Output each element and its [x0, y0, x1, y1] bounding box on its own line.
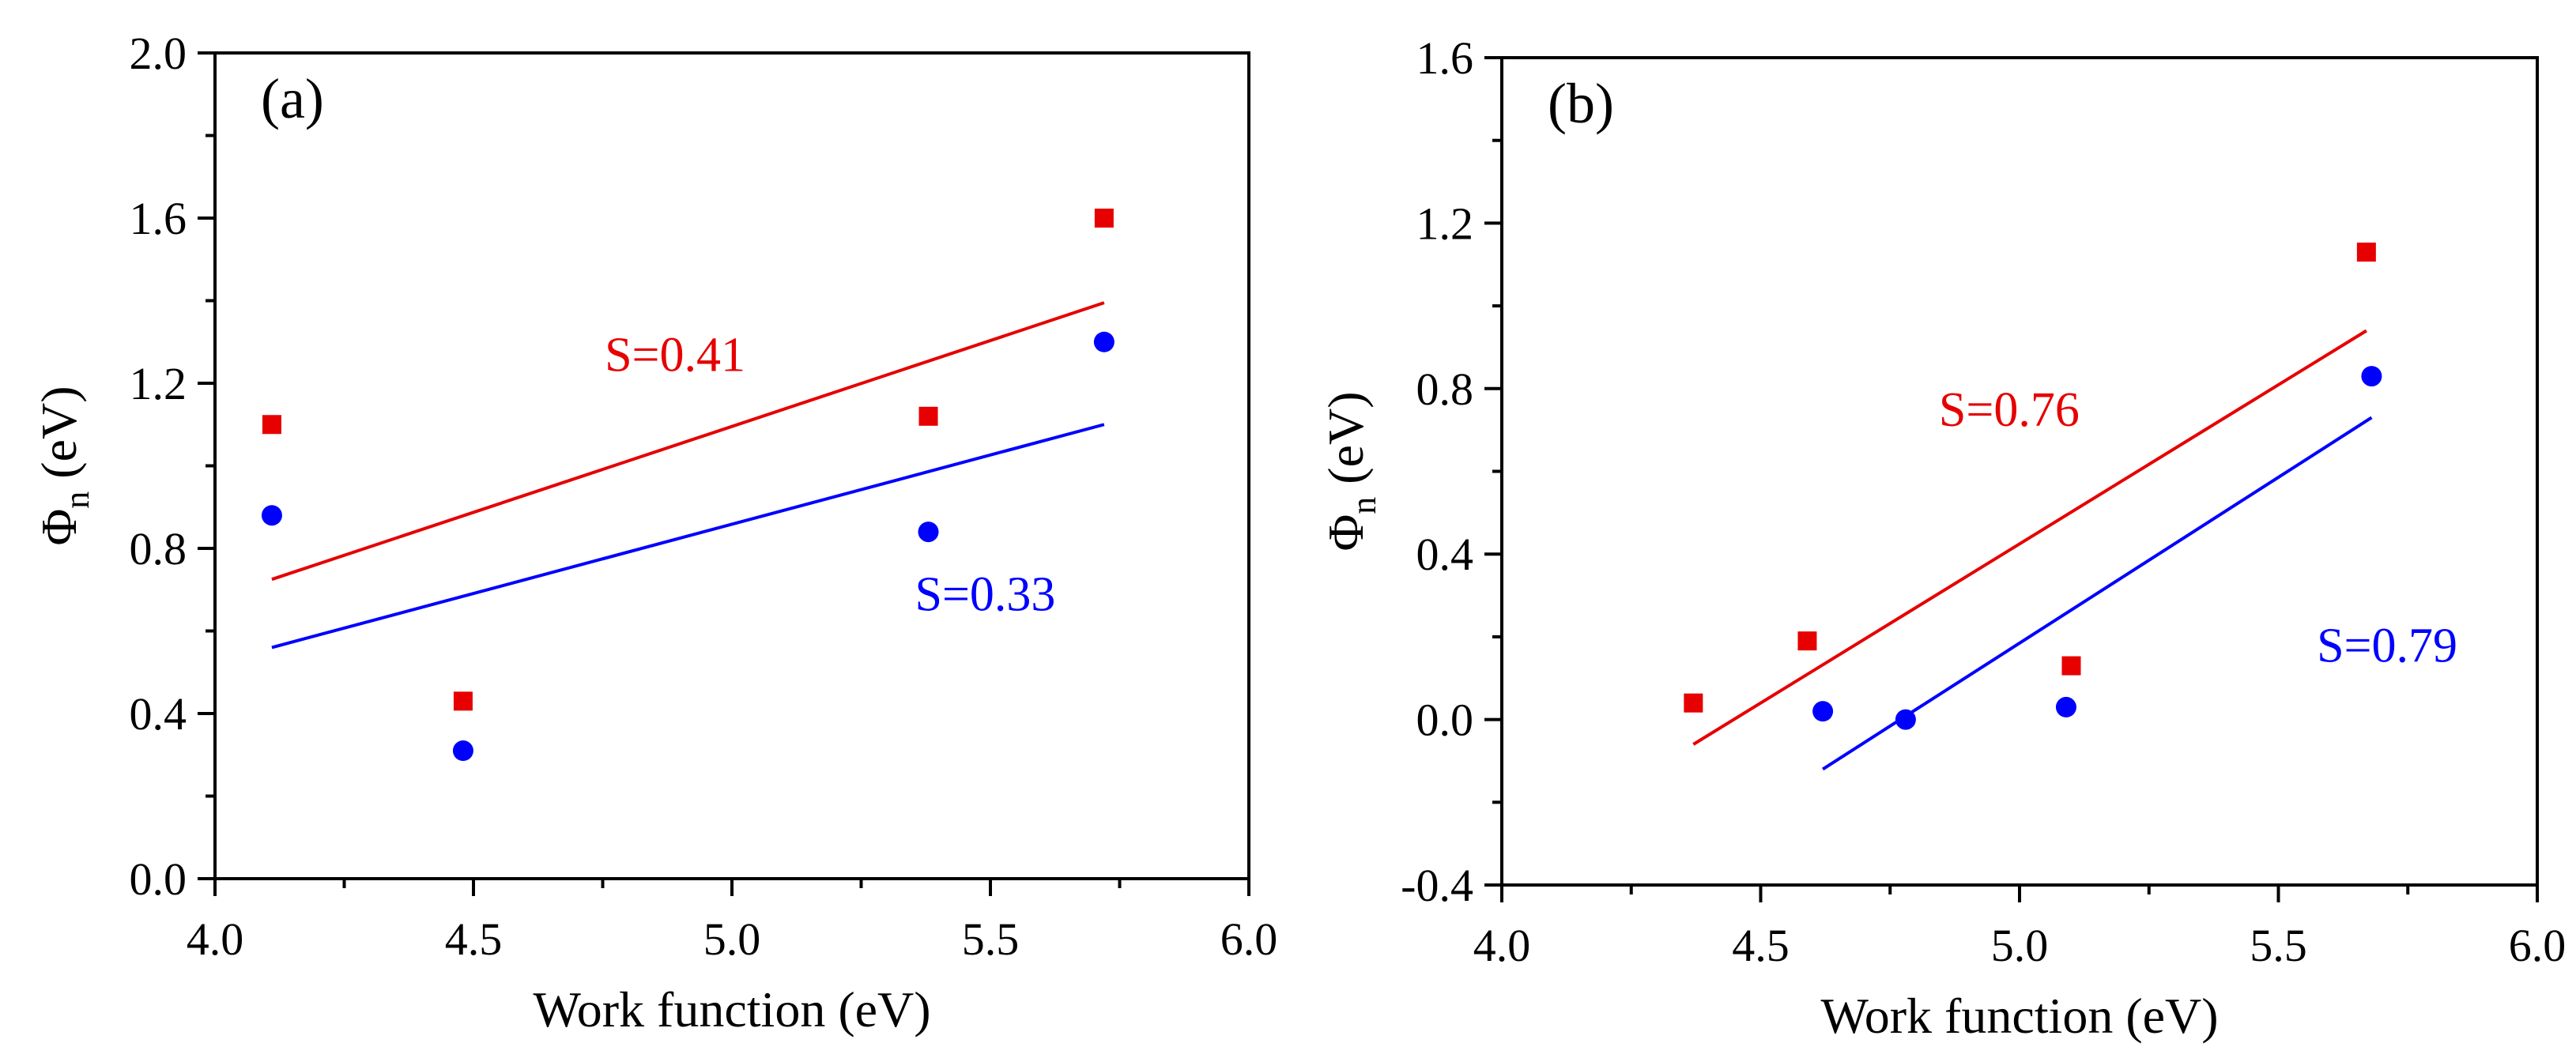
red-slope-label: S=0.76: [1939, 383, 2080, 437]
x-tick-label: 5.0: [1991, 920, 2049, 971]
red-square-point: [1797, 631, 1817, 651]
y-tick-label: 1.2: [130, 358, 187, 409]
y-tick-label: 1.6: [1416, 32, 1474, 84]
x-tick-label: 4.0: [187, 913, 244, 965]
blue-circle-point: [261, 505, 282, 526]
plot-frame: [1500, 56, 2539, 887]
blue-circle-point: [452, 740, 473, 762]
x-tick-label: 5.5: [2250, 920, 2307, 971]
y-axis-subscript: n: [1345, 497, 1383, 514]
y-tick-label: -0.4: [1401, 860, 1473, 911]
red-square-point: [918, 406, 938, 426]
blue-circle-point: [1812, 701, 1834, 722]
y-tick-label: 1.2: [1416, 198, 1474, 249]
red-square-point: [2061, 656, 2081, 676]
panel-label: (a): [261, 67, 324, 130]
y-axis-subscript: n: [58, 491, 96, 509]
x-axis-title: Work function (eV): [533, 981, 930, 1038]
y-axis-title: Φn (eV): [1318, 391, 1383, 551]
y-tick-label: 2.0: [130, 28, 187, 79]
panel-b: 4.0 4.5 5.0 5.5 6.0 -0.4 0.0 0.4 0.8 1.2 1.6 Work f…: [1318, 32, 2566, 1044]
x-tick-label: 5.0: [703, 913, 761, 965]
y-tick-label: 0.4: [130, 688, 187, 740]
x-tick-label: 4.0: [1473, 920, 1531, 971]
y-axis-title: Φn (eV): [31, 386, 96, 545]
y-tick-label: 0.8: [130, 523, 187, 574]
panel-label: (b): [1548, 72, 1614, 135]
x-tick-label: 5.5: [962, 913, 1020, 965]
blue-slope-label: S=0.33: [915, 567, 1055, 621]
y-axis-unit: (eV): [1318, 391, 1374, 496]
panel-a: 4.0 4.5 5.0 5.5 6.0 0.0 0.4 0.8 1.2 1.6 2.0 Work fu…: [31, 28, 1277, 1038]
blue-circle-point: [2055, 696, 2076, 717]
red-square-point: [262, 415, 281, 435]
red-fit-line: [271, 301, 1105, 582]
y-axis-symbol: Φ: [31, 509, 87, 546]
blue-fit-line: [1822, 416, 2373, 771]
blue-slope-label: S=0.79: [2317, 619, 2457, 672]
x-tick-label: 6.0: [1220, 913, 1278, 965]
red-slope-label: S=0.41: [605, 328, 745, 382]
red-square-point: [1684, 693, 1703, 713]
y-tick-label: 0.0: [1416, 695, 1474, 746]
blue-fit-line: [271, 423, 1105, 650]
red-square-point: [2356, 243, 2376, 262]
red-fit-line: [1692, 329, 2367, 746]
blue-circle-point: [1895, 709, 1916, 730]
y-axis-symbol: Φ: [1318, 514, 1374, 552]
red-square-point: [453, 691, 473, 711]
blue-circle-point: [918, 522, 939, 543]
x-tick-label: 6.0: [2509, 920, 2567, 971]
blue-circle-point: [2361, 366, 2382, 387]
x-tick-label: 4.5: [1732, 920, 1790, 971]
y-tick-label: 0.8: [1416, 363, 1474, 415]
plot-frame: [213, 51, 1250, 880]
y-tick-label: 0.0: [130, 853, 187, 905]
blue-circle-point: [1093, 331, 1115, 352]
y-tick-label: 1.6: [130, 193, 187, 244]
y-axis-unit: (eV): [31, 386, 87, 491]
x-axis-title: Work function (eV): [1820, 988, 2218, 1044]
red-square-point: [1094, 209, 1114, 228]
y-tick-label: 0.4: [1416, 529, 1474, 580]
x-tick-label: 4.5: [445, 913, 503, 965]
